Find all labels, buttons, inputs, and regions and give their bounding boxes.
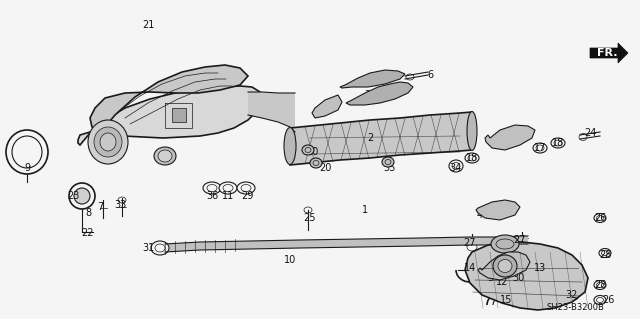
Text: 11: 11: [222, 191, 234, 201]
Ellipse shape: [493, 255, 517, 277]
Ellipse shape: [94, 127, 122, 157]
Text: 36: 36: [206, 191, 218, 201]
Ellipse shape: [69, 183, 95, 209]
Text: 9: 9: [24, 163, 30, 173]
Text: 28: 28: [599, 250, 611, 260]
Ellipse shape: [491, 235, 519, 253]
Text: 26: 26: [602, 295, 614, 305]
Ellipse shape: [151, 241, 169, 255]
Ellipse shape: [551, 138, 565, 148]
Text: 26: 26: [594, 213, 606, 223]
Polygon shape: [590, 43, 628, 63]
Ellipse shape: [594, 295, 606, 305]
Text: 15: 15: [500, 295, 512, 305]
Text: 20: 20: [306, 147, 318, 157]
Polygon shape: [312, 95, 342, 118]
Polygon shape: [172, 108, 186, 122]
Text: 4: 4: [477, 210, 483, 220]
Polygon shape: [90, 65, 248, 133]
Polygon shape: [478, 252, 530, 280]
Ellipse shape: [465, 153, 479, 163]
Polygon shape: [476, 200, 520, 220]
Ellipse shape: [12, 136, 42, 168]
Text: 24: 24: [584, 128, 596, 138]
Ellipse shape: [467, 243, 477, 251]
Text: 30: 30: [512, 273, 524, 283]
Text: 13: 13: [534, 263, 546, 273]
Text: 17: 17: [534, 143, 546, 153]
Text: 34: 34: [449, 163, 461, 173]
Ellipse shape: [219, 182, 237, 194]
Text: 18: 18: [466, 153, 478, 163]
Ellipse shape: [532, 263, 544, 272]
Ellipse shape: [237, 182, 255, 194]
Ellipse shape: [594, 280, 606, 290]
Ellipse shape: [565, 290, 579, 300]
Ellipse shape: [302, 145, 314, 155]
Ellipse shape: [594, 213, 606, 222]
Ellipse shape: [517, 241, 527, 249]
Text: 10: 10: [284, 255, 296, 265]
Ellipse shape: [88, 120, 128, 164]
Text: 8: 8: [85, 208, 91, 218]
Text: 12: 12: [496, 277, 508, 287]
Ellipse shape: [310, 158, 322, 168]
Ellipse shape: [382, 157, 394, 167]
Polygon shape: [340, 70, 405, 88]
Text: 20: 20: [319, 163, 331, 173]
Ellipse shape: [467, 112, 477, 151]
Ellipse shape: [158, 150, 172, 162]
Text: 18: 18: [552, 138, 564, 148]
Text: 29: 29: [241, 191, 253, 201]
Text: 27: 27: [514, 235, 526, 245]
Text: 7: 7: [97, 202, 103, 212]
Ellipse shape: [599, 249, 611, 257]
Polygon shape: [485, 125, 535, 150]
Text: 35: 35: [384, 163, 396, 173]
Ellipse shape: [74, 188, 90, 204]
Text: SH23-B3200B: SH23-B3200B: [546, 303, 604, 313]
Ellipse shape: [154, 147, 176, 165]
Text: 1: 1: [362, 205, 368, 215]
Text: 19: 19: [316, 107, 328, 117]
Text: 21: 21: [142, 20, 154, 30]
Text: 28: 28: [594, 280, 606, 290]
Text: 31: 31: [142, 243, 154, 253]
Ellipse shape: [498, 259, 512, 272]
Ellipse shape: [510, 272, 526, 284]
Text: 16: 16: [494, 140, 506, 150]
Ellipse shape: [533, 143, 547, 153]
Text: 25: 25: [304, 213, 316, 223]
Text: 2: 2: [367, 133, 373, 143]
Text: 32: 32: [566, 290, 578, 300]
Text: 22: 22: [82, 228, 94, 238]
Text: 23: 23: [67, 191, 79, 201]
Text: FR.: FR.: [597, 48, 618, 58]
Polygon shape: [346, 82, 413, 105]
Ellipse shape: [203, 182, 221, 194]
Text: 3: 3: [364, 90, 370, 100]
Text: 5: 5: [487, 273, 493, 283]
Polygon shape: [465, 242, 588, 310]
Text: 27: 27: [464, 238, 476, 248]
Ellipse shape: [100, 133, 116, 151]
Ellipse shape: [284, 128, 296, 165]
Text: 14: 14: [464, 263, 476, 273]
Ellipse shape: [449, 160, 463, 172]
Text: 33: 33: [114, 200, 126, 210]
Polygon shape: [78, 86, 262, 145]
Text: 6: 6: [427, 70, 433, 80]
